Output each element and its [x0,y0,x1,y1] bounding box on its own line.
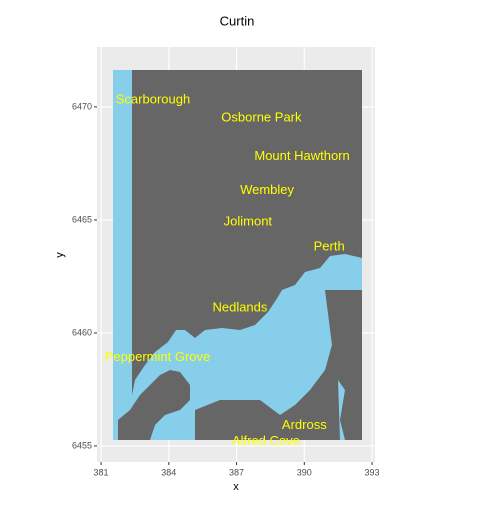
place-label: Alfred Cove [232,433,300,448]
place-label: Perth [314,238,345,253]
place-label: Scarborough [116,92,190,107]
land [118,370,190,440]
place-label: Nedlands [212,300,267,315]
land [195,290,362,440]
x-axis-label: x [233,481,239,493]
y-tick-label: 6455 [72,440,92,450]
y-axis-label: y [54,252,66,258]
x-tick-label: 381 [94,467,109,477]
x-tick-label: 387 [229,467,244,477]
y-tick-label: 6460 [72,327,92,337]
place-label: Mount Hawthorn [254,148,349,163]
place-label: Wembley [240,182,294,197]
chart-title: Curtin [220,13,255,28]
place-label: Ardross [282,417,327,432]
x-tick-label: 393 [365,467,380,477]
place-label: Peppermint Grove [105,349,211,364]
y-tick-label: 6465 [72,214,92,224]
place-label: Jolimont [224,214,273,229]
land [132,70,362,395]
raster [113,70,362,440]
x-tick-label: 384 [161,467,176,477]
y-tick-label: 6470 [72,101,92,111]
place-label: Osborne Park [221,110,302,125]
x-tick-label: 390 [297,467,312,477]
